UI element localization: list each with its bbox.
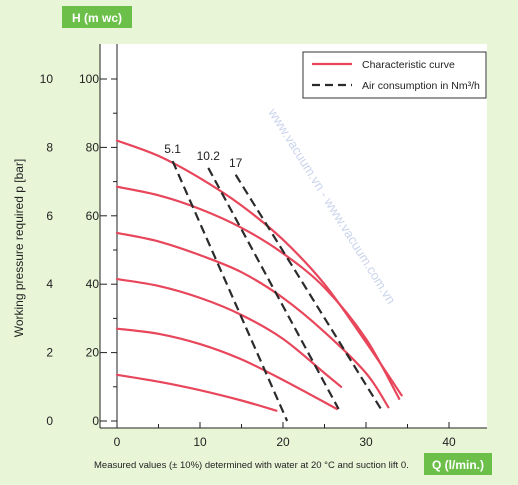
legend-air-label: Air consumption in Nm³/h xyxy=(362,80,480,92)
h-tick-label: 20 xyxy=(86,346,100,360)
bar-tick-label: 4 xyxy=(46,277,53,291)
bar-tick-label: 2 xyxy=(46,346,53,360)
h-tick-label: 100 xyxy=(79,72,99,86)
bar-tick-label: 6 xyxy=(46,209,53,223)
characteristic-curve-4 xyxy=(115,231,390,409)
characteristic-curve-5 xyxy=(115,185,401,400)
air-line-2 xyxy=(207,167,340,410)
x-title-badge-bg xyxy=(424,453,492,475)
legend-box xyxy=(302,51,487,99)
air-line-1 xyxy=(171,160,289,422)
measurement-note: Measured values (± 10%) determined with … xyxy=(94,460,409,471)
air-consumption-lines: 5.1 10.2 17 xyxy=(164,142,382,422)
legend: Characteristic curve Air consumption in … xyxy=(302,51,487,99)
x-title-badge: Q (l/min.) xyxy=(424,453,492,475)
h-tick-label: 0 xyxy=(92,414,99,428)
h-tick-label: 80 xyxy=(86,140,100,154)
plot-area xyxy=(100,44,487,428)
bar-tick-label: 10 xyxy=(40,72,54,86)
y-title-outer: Working pressure required p [bar] xyxy=(12,159,26,338)
air-line-label: 17 xyxy=(229,156,243,170)
h-tick-label: 60 xyxy=(86,209,100,223)
air-line-label: 10.2 xyxy=(197,149,221,163)
air-line-label: 5.1 xyxy=(164,142,181,156)
characteristic-curve-2 xyxy=(115,327,338,411)
y-title-badge-bg xyxy=(62,6,132,28)
x-title: Q (l/min.) xyxy=(432,458,484,472)
x-tick-label: 0 xyxy=(114,435,121,449)
legend-characteristic-label: Characteristic curve xyxy=(362,59,455,71)
y-title-badge: H (m wc) xyxy=(62,6,132,28)
bar-tick-label: 0 xyxy=(46,414,53,428)
y-title-left: H (m wc) xyxy=(72,11,122,25)
bar-tick-label: 8 xyxy=(46,140,53,154)
x-tick-label: 20 xyxy=(276,435,290,449)
characteristic-curve-1 xyxy=(115,373,278,412)
x-tick-label: 10 xyxy=(193,435,207,449)
air-line-3 xyxy=(234,174,382,410)
x-tick-label: 30 xyxy=(359,435,373,449)
h-tick-label: 40 xyxy=(86,277,100,291)
x-tick-label: 40 xyxy=(442,435,456,449)
